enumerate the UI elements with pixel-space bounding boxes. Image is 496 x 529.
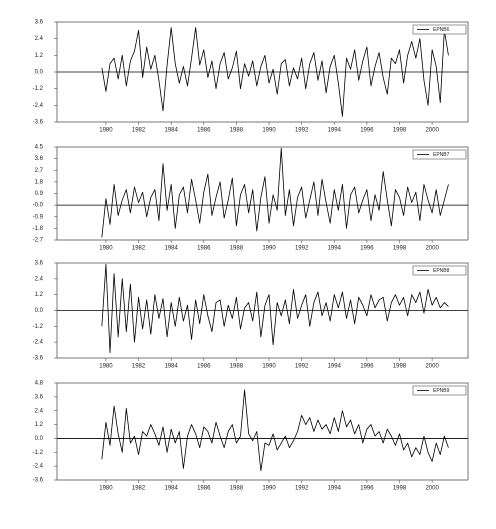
x-tick-label: 1990 [262, 128, 276, 134]
y-tick-label: 0.0 [35, 436, 44, 442]
x-tick-label: 1996 [360, 364, 374, 370]
legend-box [412, 24, 467, 35]
x-tick-label: 1996 [360, 128, 374, 134]
x-tick-label: 1980 [99, 486, 113, 492]
x-tick-label: 1994 [328, 486, 342, 492]
x-tick-label: 1992 [295, 128, 309, 134]
x-tick-label: 1994 [328, 246, 342, 252]
x-tick-label: 2000 [425, 486, 439, 492]
series-line [101, 263, 449, 354]
legend-box [412, 385, 467, 396]
y-tick-label: -1.2 [33, 86, 44, 92]
legend-label: EPNB9 [433, 388, 450, 394]
series-line [101, 27, 449, 117]
x-tick-label: 1984 [164, 246, 178, 252]
y-tick-label: 2.4 [35, 408, 44, 414]
y-tick-label: 1.2 [35, 292, 44, 298]
y-tick-label: -3.6 [33, 356, 44, 362]
x-tick-label: 1984 [164, 486, 178, 492]
y-tick-label: 3.6 [35, 394, 44, 400]
legend-label: EPNB6 [433, 27, 450, 33]
x-tick-label: 1990 [262, 486, 276, 492]
y-tick-label: -2.4 [33, 340, 44, 346]
y-tick-label: -2.4 [33, 464, 44, 470]
legend-box [412, 149, 467, 160]
x-tick-label: 1998 [393, 128, 407, 134]
x-tick-label: 1986 [197, 486, 211, 492]
x-tick-label: 2000 [425, 246, 439, 252]
y-tick-label: -3.6 [33, 120, 44, 126]
x-tick-label: 1998 [393, 246, 407, 252]
y-tick-label: 0.9 [35, 191, 44, 197]
x-tick-label: 1996 [360, 246, 374, 252]
x-tick-label: 1986 [197, 128, 211, 134]
x-tick-label: 1982 [132, 364, 146, 370]
y-tick-label: 1.2 [35, 53, 44, 59]
x-tick-label: 1990 [262, 246, 276, 252]
x-tick-label: 1994 [328, 364, 342, 370]
x-tick-label: 2000 [425, 128, 439, 134]
y-tick-label: 3.6 [35, 20, 44, 26]
x-tick-label: 1986 [197, 246, 211, 252]
x-tick-label: 1988 [230, 128, 244, 134]
y-tick-label: 3.6 [35, 156, 44, 162]
y-tick-label: 2.4 [35, 276, 44, 282]
y-tick-label: 2.7 [35, 168, 44, 174]
y-tick-label: 3.6 [35, 261, 44, 267]
y-tick-label: 0.0 [35, 70, 44, 76]
legend-label: EPNB8 [433, 268, 450, 274]
x-tick-label: 1992 [295, 364, 309, 370]
x-tick-label: 1996 [360, 486, 374, 492]
y-tick-label: 2.4 [35, 36, 44, 42]
x-tick-label: 1992 [295, 246, 309, 252]
x-tick-label: 1990 [262, 364, 276, 370]
x-tick-label: 1994 [328, 128, 342, 134]
x-tick-label: 1984 [164, 364, 178, 370]
y-tick-label: -1.2 [33, 450, 44, 456]
x-tick-label: 2000 [425, 364, 439, 370]
y-tick-label: -1.2 [33, 324, 44, 330]
y-tick-label: -3.6 [33, 478, 44, 484]
x-tick-label: 1980 [99, 364, 113, 370]
y-tick-label: 0.0 [35, 308, 44, 314]
plot-frame [56, 382, 469, 481]
x-tick-label: 1982 [132, 486, 146, 492]
y-tick-label: -2.7 [33, 238, 44, 244]
y-tick-label: -0.9 [33, 214, 44, 220]
x-tick-label: 1992 [295, 486, 309, 492]
x-tick-label: 1982 [132, 246, 146, 252]
y-tick-label: 4.5 [35, 145, 44, 151]
y-tick-label: -1.8 [33, 226, 44, 232]
x-tick-label: 1988 [230, 486, 244, 492]
legend-label: EPNB7 [433, 152, 450, 158]
x-tick-label: 1980 [99, 246, 113, 252]
x-tick-label: 1982 [132, 128, 146, 134]
x-tick-label: 1988 [230, 246, 244, 252]
x-tick-label: 1998 [393, 364, 407, 370]
y-tick-label: -2.4 [33, 103, 44, 109]
x-tick-label: 1980 [99, 128, 113, 134]
x-tick-label: 1984 [164, 128, 178, 134]
series-line [101, 147, 449, 238]
x-tick-label: 1986 [197, 364, 211, 370]
y-tick-label: 1.8 [35, 179, 44, 185]
y-tick-label: 1.2 [35, 422, 44, 428]
series-line [101, 389, 449, 472]
legend-box [412, 265, 467, 276]
x-tick-label: 1988 [230, 364, 244, 370]
y-tick-label: -0.0 [33, 203, 44, 209]
y-tick-label: 4.8 [35, 381, 44, 387]
x-tick-label: 1998 [393, 486, 407, 492]
